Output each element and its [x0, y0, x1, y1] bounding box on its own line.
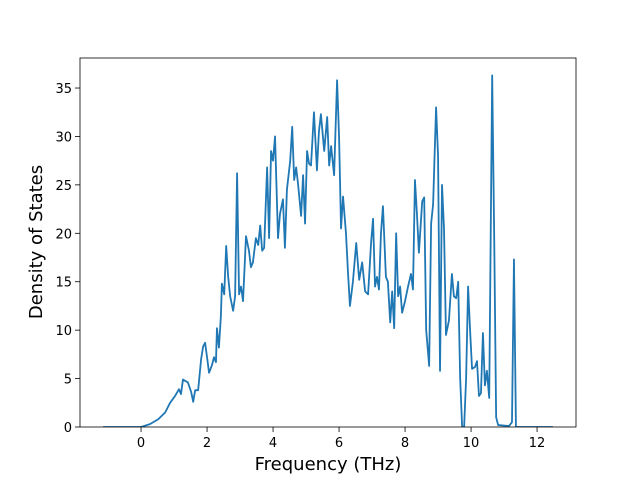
- plot-frame: [79, 57, 577, 428]
- y-tick-label: 15: [55, 276, 72, 291]
- y-tick-label: 25: [55, 179, 72, 194]
- x-axis-label: Frequency (THz): [255, 454, 402, 475]
- y-tick-label: 35: [55, 82, 72, 97]
- x-tick-label: 8: [401, 436, 409, 451]
- y-tick-label: 20: [55, 227, 72, 242]
- x-tick-label: 12: [529, 436, 546, 451]
- y-tick-label: 5: [64, 373, 72, 388]
- data-line: [103, 74, 553, 427]
- x-tick-label: 4: [269, 436, 277, 451]
- x-tick-label: 10: [463, 436, 480, 451]
- x-tick-label: 2: [203, 436, 211, 451]
- x-tick-label: 0: [137, 436, 145, 451]
- y-axis-label: Density of States: [26, 165, 47, 319]
- y-tick-label: 10: [55, 324, 72, 339]
- x-tick-label: 6: [335, 436, 343, 451]
- y-tick-label: 30: [55, 130, 72, 145]
- y-tick-label: 0: [64, 421, 72, 436]
